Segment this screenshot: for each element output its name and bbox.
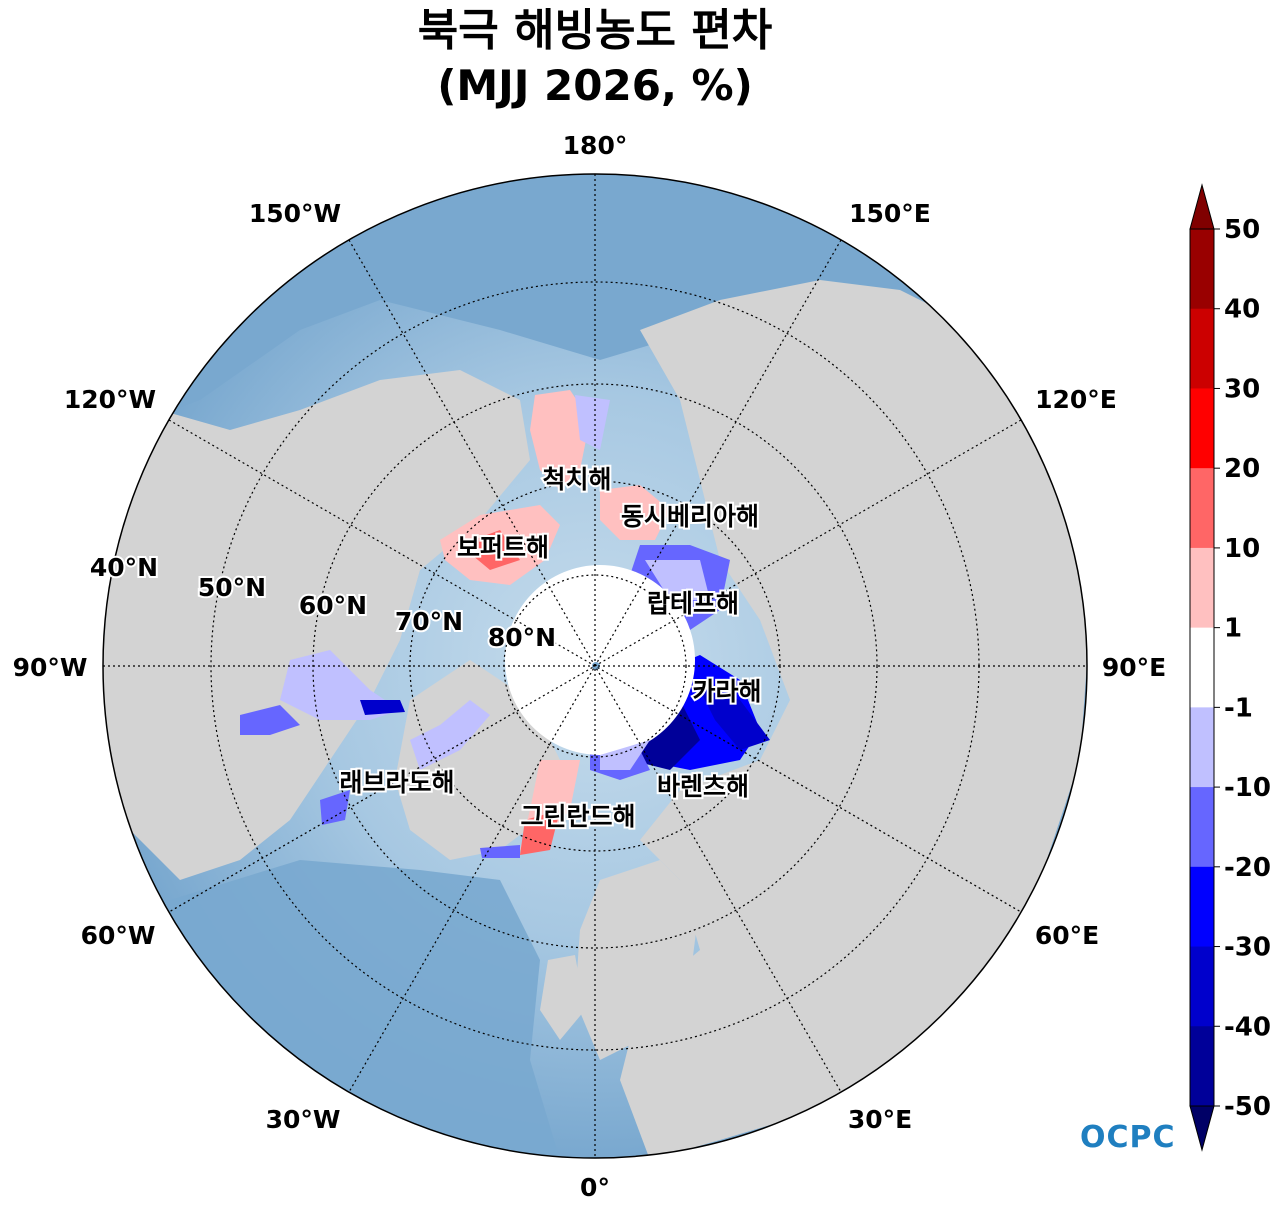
- beaufort-strong-positive-anomaly: [460, 530, 520, 570]
- lat-label-50n: 50°N: [198, 573, 266, 602]
- sea-label-chukchi: 척치해: [542, 465, 611, 494]
- lon-label-30e: 30°E: [848, 1105, 912, 1134]
- sea-label-east-siberian: 동시베리아해: [621, 502, 759, 531]
- sea-labels: 척치해 동시베리아해 보퍼트해 랍테프해 카라해 바렌츠해 래브라도해 그린란드…: [337, 463, 763, 833]
- labrador-negative-anomaly: [320, 790, 350, 825]
- lon-label-150e: 150°E: [849, 199, 931, 228]
- hudson-bay-strong-negative-anomaly: [360, 700, 405, 715]
- map-boundary: [102, 173, 1088, 1159]
- title-line-1: 북극 해빙농도 편차: [417, 5, 773, 56]
- kara-east-negative-anomaly: [700, 690, 770, 750]
- colorbar-tick-label: 10: [1224, 534, 1260, 564]
- colorbar-segment: [1190, 468, 1214, 549]
- lon-label-0: 0°: [580, 1173, 610, 1202]
- british-isles-land: [540, 955, 585, 1040]
- lon-label-180: 180°: [563, 131, 628, 160]
- colorbar-tick-label: -10: [1224, 773, 1271, 803]
- meridian-lines: [103, 174, 1087, 1158]
- colorbar-segment: [1190, 946, 1214, 1027]
- lon-label-60e: 60°E: [1035, 921, 1099, 950]
- colorbar-tick-label: 20: [1224, 454, 1260, 484]
- colorbar-tick-label: 30: [1224, 374, 1260, 404]
- greenland-land: [395, 660, 560, 860]
- sea-label-laptev: 랍테프해: [647, 589, 739, 618]
- chukchi-positive-anomaly: [530, 390, 590, 490]
- colorbar-segment: [1190, 308, 1214, 389]
- laptev-weak-negative-anomaly: [645, 560, 710, 600]
- colorbar-tick-label: -20: [1224, 853, 1271, 883]
- central-arctic-neutral: [505, 565, 695, 755]
- colorbar-frame: [1189, 228, 1215, 1107]
- colorbar-tick-label: 40: [1224, 295, 1260, 325]
- sea-label-barents: 바렌츠해: [657, 772, 749, 801]
- colorbar-segment: [1190, 787, 1214, 868]
- lon-label-90e: 90°E: [1102, 653, 1166, 682]
- east-siberian-positive-anomaly: [600, 485, 670, 540]
- lon-label-120w: 120°W: [64, 385, 156, 414]
- longitude-labels: 180° 150°E 120°E 90°E 60°E 30°E 0° 30°W …: [13, 131, 1167, 1202]
- europe-land: [575, 860, 700, 1060]
- colorbar-segment: [1190, 229, 1214, 310]
- hudson-west-negative-anomaly: [240, 705, 300, 735]
- colorbar-ticks: 50 40 30 20 10 1 -1 -10 -20 -30 -40 -50: [1214, 215, 1271, 1122]
- sea-label-kara: 카라해: [692, 677, 761, 706]
- colorbar: 50 40 30 20 10 1 -1 -10 -20 -30 -40 -50: [1189, 183, 1271, 1152]
- colorbar-over-arrow: [1189, 183, 1215, 230]
- colorbar-segment: [1190, 1026, 1214, 1107]
- colorbar-segment: [1190, 627, 1214, 708]
- lon-label-60w: 60°W: [81, 921, 156, 950]
- colorbar-tick-label: -50: [1224, 1092, 1271, 1122]
- sea-label-greenland: 그린란드해: [520, 802, 635, 831]
- north-america-land: [103, 370, 530, 880]
- lat-label-70n: 70°N: [395, 607, 463, 636]
- denmark-strait-negative-anomaly: [480, 845, 520, 858]
- colorbar-segment: [1190, 866, 1214, 948]
- eurasia-land: [620, 280, 1087, 1158]
- greenland-sea-strong-positive-anomaly: [520, 810, 560, 855]
- title-line-2: (MJJ 2026, %): [437, 61, 753, 110]
- lat-70-circle: [409, 480, 781, 852]
- colorbar-tick-label: -1: [1224, 693, 1253, 723]
- colorbar-segment: [1190, 388, 1214, 469]
- map-title: 북극 해빙농도 편차 (MJJ 2026, %): [0, 0, 1190, 112]
- colorbar-segments: [1190, 229, 1214, 1107]
- lon-label-90w: 90°W: [13, 653, 88, 682]
- latitude-labels: 40°N 50°N 60°N 70°N 80°N: [88, 551, 558, 654]
- lon-label-120e: 120°E: [1035, 385, 1117, 414]
- colorbar-tick-label: -30: [1224, 933, 1271, 963]
- sea-label-beaufort: 보퍼트해: [457, 533, 549, 562]
- colorbar-segment: [1190, 707, 1214, 788]
- chukchi-negative-anomaly: [575, 395, 610, 450]
- lat-label-60n: 60°N: [299, 591, 367, 620]
- colorbar-under-arrow: [1189, 1105, 1215, 1152]
- colorbar-tick-label: 50: [1224, 215, 1260, 245]
- lat-label-80n: 80°N: [488, 623, 556, 652]
- lon-label-30w: 30°W: [266, 1105, 341, 1134]
- baffin-negative-anomaly: [410, 700, 490, 770]
- meridian-120e-60w: [168, 419, 1022, 913]
- colorbar-tick-label: 1: [1224, 614, 1242, 644]
- colorbar-tick-label: -40: [1224, 1012, 1271, 1042]
- ocpc-logo: OCPC: [1080, 1120, 1176, 1155]
- sea-label-labrador: 래브라도해: [339, 768, 454, 797]
- lon-label-150w: 150°W: [249, 199, 341, 228]
- central-arctic-fringe: [600, 740, 650, 770]
- colorbar-segment: [1190, 547, 1214, 629]
- atlantic-ocean: [150, 860, 560, 1158]
- lat-label-40n: 40°N: [90, 553, 158, 582]
